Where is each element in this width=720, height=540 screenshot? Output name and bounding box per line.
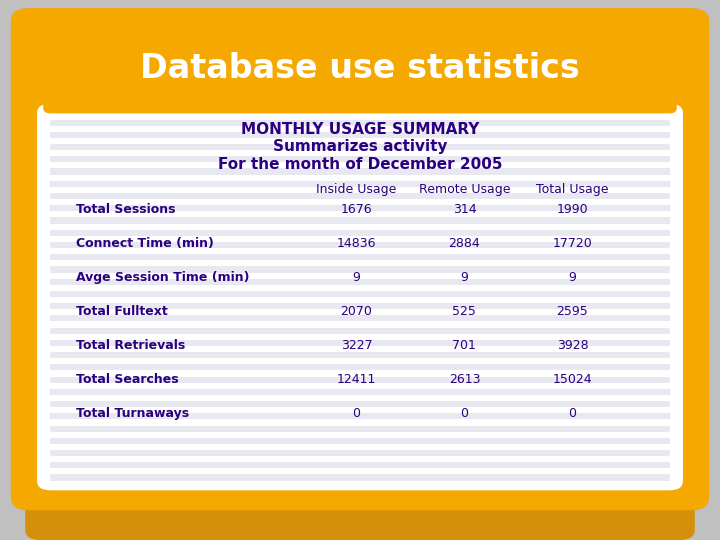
Text: Avge Session Time (min): Avge Session Time (min)	[76, 271, 249, 284]
Text: 2884: 2884	[449, 237, 480, 250]
Bar	[50, 218, 670, 224]
Bar	[50, 431, 670, 438]
Bar	[50, 340, 670, 346]
Bar	[50, 407, 670, 413]
Text: 0: 0	[568, 407, 577, 420]
Bar	[50, 321, 670, 328]
Bar	[50, 426, 670, 431]
Bar	[50, 242, 670, 248]
Bar	[50, 364, 670, 370]
Bar	[50, 205, 670, 211]
Bar	[50, 285, 670, 291]
Bar	[50, 389, 670, 395]
Bar	[50, 420, 670, 426]
Bar	[50, 297, 670, 303]
Bar	[50, 376, 670, 383]
Bar	[50, 468, 670, 475]
Bar	[50, 438, 670, 444]
Text: Total Retrievals: Total Retrievals	[76, 339, 185, 352]
Text: 14836: 14836	[337, 237, 376, 250]
Text: Database use statistics: Database use statistics	[140, 52, 580, 85]
Bar	[50, 352, 670, 358]
Bar	[50, 119, 670, 126]
Bar	[50, 303, 670, 309]
Text: Summarizes activity: Summarizes activity	[273, 139, 447, 154]
Bar	[50, 456, 670, 462]
Text: 17720: 17720	[552, 237, 593, 250]
Text: 701: 701	[452, 339, 477, 352]
Bar	[50, 328, 670, 334]
Text: 2595: 2595	[557, 305, 588, 318]
Bar	[50, 211, 670, 218]
Bar	[50, 199, 670, 205]
Bar	[50, 174, 670, 181]
Text: 1990: 1990	[557, 203, 588, 216]
Text: 9: 9	[569, 271, 576, 284]
Text: 9: 9	[353, 271, 360, 284]
Text: Total Fulltext: Total Fulltext	[76, 305, 167, 318]
Bar	[50, 346, 670, 352]
Text: 3227: 3227	[341, 339, 372, 352]
Text: Total Searches: Total Searches	[76, 373, 179, 386]
Bar	[50, 248, 670, 254]
Bar	[50, 334, 670, 340]
Bar	[50, 126, 670, 132]
Bar	[50, 181, 670, 187]
Text: For the month of December 2005: For the month of December 2005	[217, 157, 503, 172]
Bar	[50, 462, 670, 468]
Text: 15024: 15024	[552, 373, 593, 386]
Text: Remote Usage: Remote Usage	[418, 183, 510, 195]
Text: 1676: 1676	[341, 203, 372, 216]
Bar	[50, 132, 670, 138]
Text: Inside Usage: Inside Usage	[316, 183, 397, 195]
Bar	[50, 224, 670, 230]
Bar	[50, 138, 670, 144]
Bar	[50, 444, 670, 450]
Text: Connect Time (min): Connect Time (min)	[76, 237, 213, 250]
Text: Total Usage: Total Usage	[536, 183, 608, 195]
Text: 0: 0	[460, 407, 469, 420]
Bar	[50, 370, 670, 376]
Text: Total Turnaways: Total Turnaways	[76, 407, 189, 420]
Text: 12411: 12411	[337, 373, 376, 386]
Bar	[50, 395, 670, 401]
Bar	[50, 144, 670, 150]
Text: 2070: 2070	[341, 305, 372, 318]
Bar	[50, 450, 670, 456]
Bar	[50, 315, 670, 321]
Bar	[50, 236, 670, 242]
Text: 525: 525	[452, 305, 477, 318]
Bar	[50, 273, 670, 279]
Bar	[50, 358, 670, 365]
Bar	[50, 475, 670, 481]
Bar	[50, 309, 670, 315]
Bar	[50, 163, 670, 168]
Bar	[50, 279, 670, 285]
Text: Total Sessions: Total Sessions	[76, 203, 175, 216]
Text: MONTHLY USAGE SUMMARY: MONTHLY USAGE SUMMARY	[240, 122, 480, 137]
Text: 2613: 2613	[449, 373, 480, 386]
Text: 9: 9	[461, 271, 468, 284]
Bar	[50, 254, 670, 260]
Bar	[50, 260, 670, 266]
Bar	[50, 150, 670, 156]
Bar	[50, 193, 670, 199]
Bar	[50, 266, 670, 273]
Bar	[50, 168, 670, 174]
Bar	[50, 113, 670, 119]
Bar	[50, 383, 670, 389]
Text: 314: 314	[453, 203, 476, 216]
Bar	[50, 401, 670, 407]
Text: 0: 0	[352, 407, 361, 420]
Bar	[50, 230, 670, 236]
Bar	[50, 156, 670, 163]
Bar	[50, 187, 670, 193]
Text: 3928: 3928	[557, 339, 588, 352]
Bar	[50, 291, 670, 297]
Bar	[50, 413, 670, 420]
